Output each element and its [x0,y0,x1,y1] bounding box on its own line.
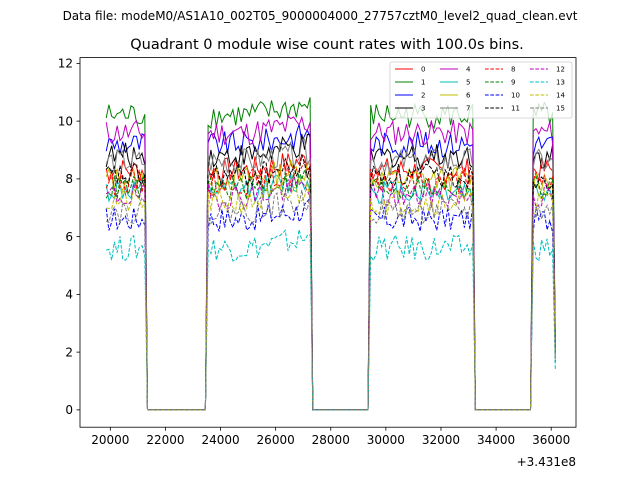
legend-label-0: 0 [421,66,425,74]
series-line-4 [105,115,556,411]
series-line-14 [106,182,556,411]
legend-label-9: 9 [511,79,515,87]
y-tick-label: 12 [58,57,73,71]
y-tick-label: 10 [58,114,73,128]
x-offset-label: +3.431e8 [517,455,576,469]
series-line-9 [105,168,556,411]
plot-area [80,57,576,428]
x-tick-label: 22000 [146,433,184,447]
series-line-10 [105,196,556,411]
series-layer [105,97,556,411]
x-tick-label: 32000 [422,433,460,447]
y-axis: 0 2 4 6 8 10 12 [58,57,80,417]
legend-label-8: 8 [511,66,515,74]
legend-label-15: 15 [556,105,565,113]
legend-label-10: 10 [511,92,520,100]
series-line-7 [105,138,556,411]
legend-label-6: 6 [466,92,471,100]
plot-frame [79,57,577,428]
x-axis: 20000 22000 24000 26000 28000 30000 32000 34000… [91,427,570,447]
series-line-3 [105,133,556,411]
chart-title: Quadrant 0 module wise count rates with … [130,37,524,53]
series-line-0 [105,153,556,411]
series-line-11 [105,154,556,411]
legend-label-5: 5 [466,79,470,87]
y-tick-label: 8 [65,172,73,186]
series-line-12 [105,174,556,411]
series-line-5 [105,173,556,411]
legend-label-4: 4 [466,66,471,74]
legend-label-12: 12 [556,66,565,74]
y-tick-label: 6 [65,230,73,244]
y-tick-label: 2 [65,345,73,359]
suptitle: Data file: modeM0/AS1A10_002T05_90000040… [63,9,578,23]
x-tick-label: 28000 [312,433,350,447]
legend-label-11: 11 [511,105,520,113]
legend-label-2: 2 [421,92,425,100]
legend-label-13: 13 [556,79,565,87]
legend-label-3: 3 [421,105,425,113]
y-tick-label: 0 [65,403,73,417]
series-line-15 [105,189,556,411]
y-tick-label: 4 [65,288,73,302]
x-tick-label: 30000 [367,433,405,447]
x-tick-label: 36000 [532,433,570,447]
x-tick-label: 26000 [257,433,295,447]
legend-label-1: 1 [421,79,425,87]
series-line-13 [106,229,556,411]
x-tick-label: 34000 [477,433,515,447]
legend-label-7: 7 [466,105,470,113]
x-tick-label: 24000 [201,433,239,447]
x-tick-label: 20000 [91,433,129,447]
legend-label-14: 14 [556,92,565,100]
legend-frame [389,61,573,119]
